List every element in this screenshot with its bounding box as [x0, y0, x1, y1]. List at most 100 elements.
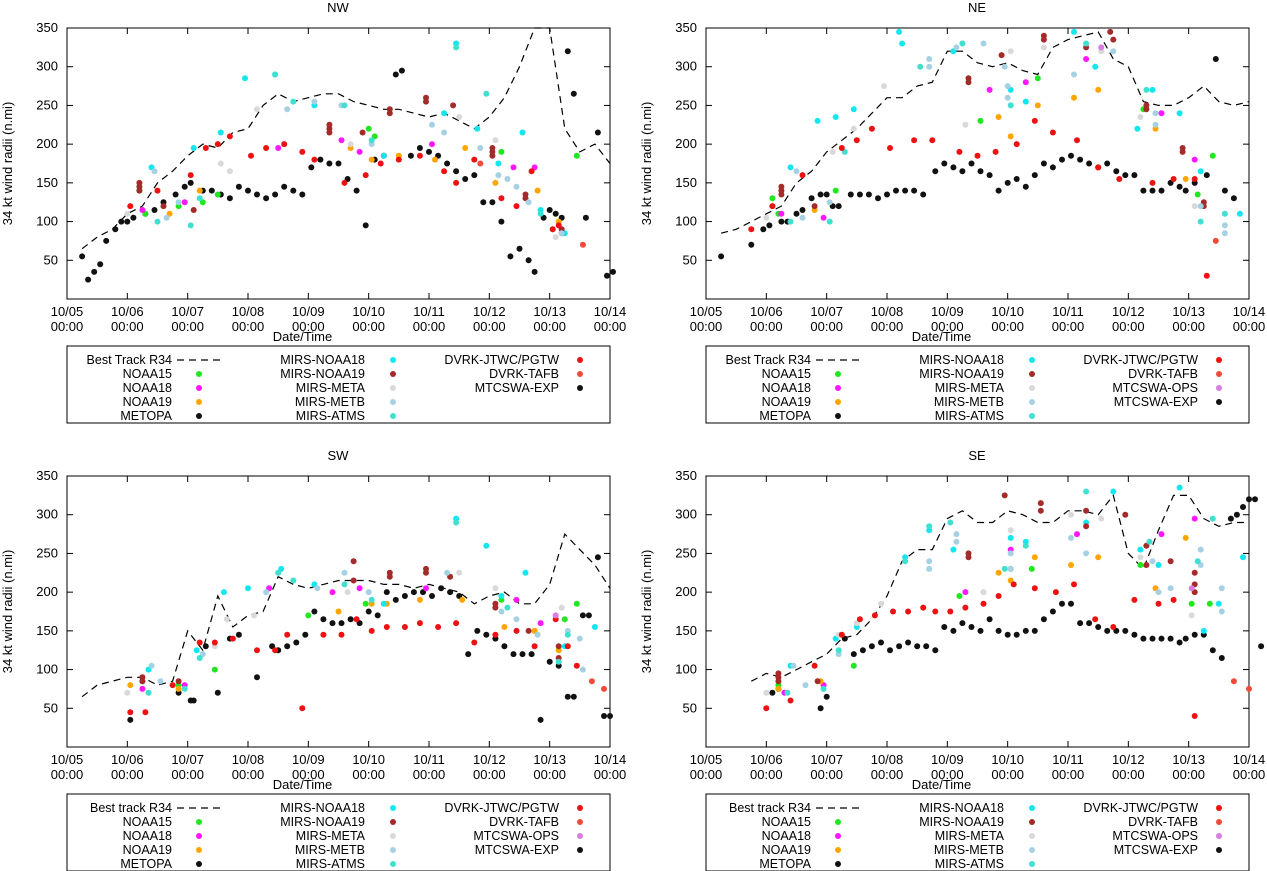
data-point — [775, 678, 782, 685]
y-tick-label: 150 — [36, 175, 58, 190]
data-point — [950, 627, 957, 634]
data-point — [314, 585, 321, 592]
data-point — [453, 519, 460, 526]
legend-box — [66, 345, 611, 424]
data-point — [1031, 585, 1038, 592]
data-point — [588, 678, 595, 685]
data-point — [85, 276, 92, 283]
legend-label: MTCSWA-EXP — [1114, 843, 1198, 857]
data-point — [1215, 600, 1222, 607]
data-point — [302, 631, 309, 638]
data-point — [441, 110, 448, 117]
data-point — [211, 666, 218, 673]
data-point — [356, 585, 363, 592]
series-dvrk-jtwc-pgtw — [748, 117, 1210, 279]
x-tick-label: 10/14 00:00 — [594, 752, 627, 782]
data-point — [1007, 102, 1014, 109]
data-point — [1071, 581, 1077, 588]
data-point — [878, 639, 884, 646]
data-point — [950, 546, 957, 553]
data-point — [226, 195, 233, 202]
data-point — [914, 643, 921, 650]
data-point — [347, 141, 354, 148]
legend-label: MIRS-NOAA19 — [280, 367, 365, 381]
x-tick-label: 10/08 00:00 — [871, 752, 904, 782]
data-point — [748, 241, 755, 248]
series-noaa15 — [136, 125, 580, 233]
legend-label: MTCSWA-OPS — [1112, 829, 1198, 843]
data-point — [1246, 685, 1252, 692]
data-point — [528, 168, 535, 175]
data-point — [217, 129, 224, 136]
data-point — [498, 593, 505, 599]
data-point — [124, 218, 131, 225]
data-point — [953, 531, 960, 538]
data-point — [1095, 624, 1102, 630]
legend-marker — [390, 357, 396, 363]
y-tick-label: 300 — [36, 507, 58, 522]
data-point — [534, 631, 541, 638]
data-point — [1034, 75, 1041, 82]
data-point — [814, 117, 821, 124]
y-tick-label: 100 — [36, 662, 58, 677]
data-point — [335, 160, 342, 167]
data-point — [308, 164, 315, 171]
data-point — [175, 678, 182, 685]
x-tick-label: 10/07 00:00 — [171, 304, 204, 334]
y-tick-label: 250 — [675, 545, 697, 560]
data-point — [1209, 152, 1216, 159]
best-track-line — [81, 532, 611, 698]
data-point — [1001, 492, 1008, 499]
data-point — [462, 176, 469, 182]
legend-label: MIRS-NOAA18 — [919, 801, 1004, 815]
data-point — [477, 160, 484, 167]
data-point — [229, 635, 236, 642]
data-point — [151, 168, 158, 175]
y-tick-label: 350 — [36, 468, 58, 483]
data-point — [564, 693, 571, 700]
y-tick-label: 300 — [675, 59, 697, 74]
legend-label: MIRS-ATMS — [296, 857, 365, 871]
data-point — [293, 639, 300, 646]
data-point — [459, 596, 466, 603]
legend-label: MIRS-METB — [295, 843, 365, 857]
x-tick-label: 10/05 00:00 — [690, 304, 723, 334]
data-point — [380, 600, 387, 607]
data-point — [980, 40, 987, 47]
legend-marker — [1029, 413, 1035, 419]
data-point — [456, 569, 463, 576]
data-point — [601, 713, 607, 719]
data-point — [1218, 608, 1225, 615]
data-point — [350, 558, 357, 565]
data-point — [1167, 585, 1174, 592]
data-point — [368, 627, 375, 634]
data-point — [968, 160, 975, 167]
data-point — [1004, 83, 1011, 90]
series-mirs-meta — [124, 569, 565, 696]
data-point — [763, 705, 770, 712]
data-point — [1013, 631, 1020, 638]
data-point — [1176, 639, 1183, 646]
data-point — [474, 125, 481, 132]
data-point — [299, 191, 306, 198]
data-point — [1022, 627, 1029, 634]
chart-panel-se: SE 50 100 150 200 250 300 350 10/05 00:00 10/06 00:… — [639, 448, 1265, 871]
legend-marker — [1216, 357, 1222, 363]
data-point — [537, 210, 544, 217]
data-point — [1191, 176, 1198, 182]
data-point — [522, 569, 529, 576]
data-point — [835, 647, 842, 654]
data-point — [1191, 515, 1198, 522]
data-point — [986, 172, 993, 179]
y-tick-label: 100 — [675, 662, 697, 677]
data-point — [1068, 534, 1074, 541]
data-point — [1110, 48, 1117, 55]
data-point — [492, 604, 499, 611]
data-point — [254, 191, 260, 198]
y-tick-label: 300 — [36, 59, 58, 74]
data-point — [896, 643, 903, 650]
data-point — [902, 187, 909, 194]
data-point — [181, 685, 188, 692]
legend-label: DVRK-JTWC/PGTW — [444, 353, 559, 367]
